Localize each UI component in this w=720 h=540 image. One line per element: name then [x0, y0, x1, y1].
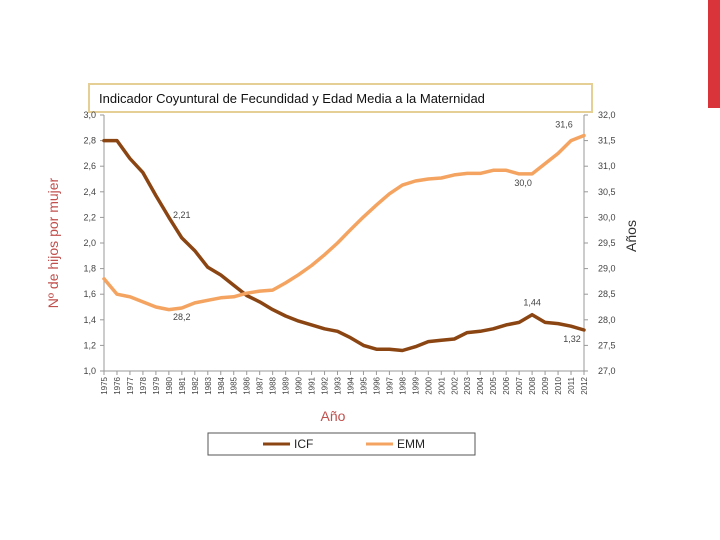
x-tick-label: 2004 [476, 376, 485, 394]
x-tick-label: 2012 [580, 376, 589, 394]
x-tick-label: 1992 [321, 376, 330, 394]
x-tick-label: 2009 [541, 376, 550, 394]
x-tick-label: 2008 [528, 376, 537, 394]
x-tick-label: 1997 [385, 376, 394, 394]
y-left-tick-label: 2,8 [83, 136, 96, 146]
x-tick-label: 1979 [152, 376, 161, 394]
x-axis-label: Año [321, 408, 346, 424]
title-box [88, 83, 593, 113]
data-annotation: 28,2 [173, 312, 191, 322]
y-left-tick-label: 1,4 [83, 315, 96, 325]
data-annotation: 2,21 [173, 210, 191, 220]
y-axis-left-label: Nº de hijos por mujer [45, 177, 61, 308]
y-right-tick-label: 32,0 [598, 110, 616, 120]
y-left-tick-label: 1,8 [83, 264, 96, 274]
x-tick-label: 2001 [437, 376, 446, 394]
x-tick-label: 1981 [178, 376, 187, 394]
slide-accent-bar [708, 0, 720, 108]
y-right-tick-label: 29,0 [598, 264, 616, 274]
x-tick-label: 2000 [424, 376, 433, 394]
x-tick-label: 1976 [113, 376, 122, 394]
x-tick-label: 2003 [463, 376, 472, 394]
y-right-tick-label: 28,0 [598, 315, 616, 325]
y-right-tick-label: 30,0 [598, 212, 616, 222]
y-left-tick-label: 1,0 [83, 366, 96, 376]
series-line-icf [102, 138, 586, 353]
x-tick-label: 1985 [230, 376, 239, 394]
x-tick-label: 1989 [282, 376, 291, 394]
x-tick-label: 1995 [359, 376, 368, 394]
data-annotation: 1,44 [523, 298, 541, 308]
x-tick-label: 1978 [139, 376, 148, 394]
x-tick-label: 1984 [217, 376, 226, 394]
y-left-tick-label: 1,6 [83, 289, 96, 299]
y-left-tick-label: 2,2 [83, 212, 96, 222]
x-tick-label: 1999 [411, 376, 420, 394]
x-tick-label: 1993 [334, 376, 343, 394]
y-left-tick-label: 3,0 [83, 110, 96, 120]
y-left-tick-label: 2,0 [83, 238, 96, 248]
x-tick-label: 1996 [372, 376, 381, 394]
legend-box [207, 432, 476, 456]
x-tick-label: 2007 [515, 376, 524, 394]
y-right-tick-label: 28,5 [598, 289, 616, 299]
chart-title: Indicador Coyuntural de Fecundidad y Eda… [99, 91, 485, 106]
y-right-tick-label: 27,5 [598, 340, 616, 350]
y-left-tick-label: 2,6 [83, 161, 96, 171]
x-tick-label: 1980 [165, 376, 174, 394]
x-tick-label: 1982 [191, 376, 200, 394]
data-annotation: 30,0 [514, 178, 532, 188]
y-right-tick-label: 31,5 [598, 136, 616, 146]
x-tick-label: 2011 [567, 376, 576, 394]
x-tick-label: 1983 [204, 376, 213, 394]
x-tick-label: 2010 [554, 376, 563, 394]
y-left-tick-label: 2,4 [83, 187, 96, 197]
data-annotation: 31,6 [555, 120, 573, 130]
y-right-tick-label: 27,0 [598, 366, 616, 376]
x-tick-label: 1987 [256, 376, 265, 394]
x-tick-label: 1994 [346, 376, 355, 394]
y-right-tick-label: 31,0 [598, 161, 616, 171]
x-tick-label: 1977 [126, 376, 135, 394]
x-tick-label: 1988 [269, 376, 278, 394]
x-tick-label: 2005 [489, 376, 498, 394]
y-right-tick-label: 29,5 [598, 238, 616, 248]
x-tick-label: 1998 [398, 376, 407, 394]
legend-icf-label: ICF [294, 437, 313, 451]
legend-emm-label: EMM [397, 437, 425, 451]
series-line-emm [102, 133, 586, 312]
y-left-tick-label: 1,2 [83, 340, 96, 350]
x-tick-label: 2006 [502, 376, 511, 394]
y-right-tick-label: 30,5 [598, 187, 616, 197]
data-annotation: 1,32 [563, 334, 581, 344]
x-tick-label: 1986 [243, 376, 252, 394]
x-tick-label: 2002 [450, 376, 459, 394]
y-axis-right-label: Años [623, 220, 639, 252]
x-tick-label: 1975 [100, 376, 109, 394]
x-tick-label: 1990 [295, 376, 304, 394]
x-tick-label: 1991 [308, 376, 317, 394]
